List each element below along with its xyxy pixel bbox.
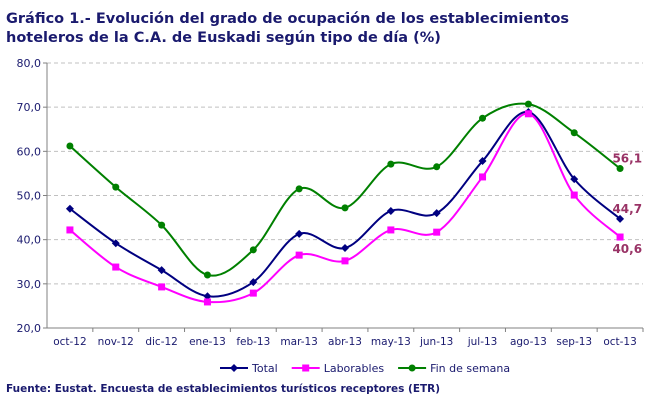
legend-marker <box>302 364 310 372</box>
data-point <box>524 100 532 108</box>
data-point <box>203 292 212 301</box>
data-point <box>158 283 166 291</box>
y-tick-label: 20,0 <box>17 322 42 335</box>
legend-marker <box>230 364 238 372</box>
data-point <box>387 160 395 168</box>
x-tick-label: jun-13 <box>419 336 453 348</box>
data-point <box>295 229 304 238</box>
data-point <box>570 191 578 199</box>
data-label: 44,7 <box>612 202 642 216</box>
data-point <box>158 221 166 229</box>
x-tick-label: may-13 <box>371 336 411 348</box>
x-tick-label: oct-13 <box>603 336 636 348</box>
data-point <box>249 246 257 254</box>
data-point <box>478 157 487 166</box>
legend-label: Total <box>251 362 278 375</box>
data-point <box>433 228 441 236</box>
y-tick-label: 50,0 <box>17 190 42 203</box>
data-point <box>616 165 624 173</box>
data-point <box>66 226 74 234</box>
data-point <box>203 298 211 306</box>
x-tick-label: oct-12 <box>53 336 86 348</box>
y-tick-label: 60,0 <box>17 145 42 158</box>
x-tick-label: dic-12 <box>145 336 178 348</box>
data-point <box>112 263 120 271</box>
chart-title: Gráfico 1.- Evolución del grado de ocupa… <box>6 11 570 46</box>
data-label: 56,1 <box>612 152 642 166</box>
data-point <box>616 214 625 223</box>
x-tick-label: ene-13 <box>189 336 226 348</box>
series-line-total <box>69 111 621 298</box>
data-point <box>66 142 74 150</box>
data-point <box>249 289 257 297</box>
legend-label: Fin de semana <box>430 362 510 375</box>
data-point <box>295 251 303 259</box>
data-point <box>341 204 349 212</box>
y-tick-label: 30,0 <box>17 278 42 291</box>
x-tick-label: abr-13 <box>328 336 362 348</box>
x-tick-label: mar-13 <box>280 336 317 348</box>
x-tick-label: ago-13 <box>510 336 547 348</box>
data-point <box>570 175 579 184</box>
data-point <box>295 185 303 193</box>
data-point <box>157 266 166 275</box>
y-tick-label: 40,0 <box>17 234 42 247</box>
data-label: 40,6 <box>612 242 642 256</box>
y-tick-label: 70,0 <box>17 101 42 114</box>
data-point <box>432 209 441 218</box>
data-point <box>341 244 349 253</box>
x-tick-label: jul-13 <box>467 336 498 348</box>
source-note: Fuente: Eustat. Encuesta de establecimie… <box>6 383 441 395</box>
data-point <box>570 129 578 137</box>
y-tick-label: 80,0 <box>17 57 42 70</box>
legend-marker <box>408 364 416 372</box>
data-point <box>387 226 395 234</box>
data-point <box>433 163 441 171</box>
data-point <box>249 278 258 287</box>
x-tick-label: feb-13 <box>236 336 270 348</box>
legend-label: Laborables <box>324 362 385 375</box>
x-tick-label: sep-13 <box>556 336 592 348</box>
data-point <box>524 110 532 118</box>
data-point <box>111 239 120 248</box>
data-point <box>386 206 395 215</box>
data-point <box>112 183 120 191</box>
data-point <box>616 233 624 241</box>
x-tick-label: nov-12 <box>98 336 134 348</box>
data-point <box>341 257 349 265</box>
data-point <box>65 204 74 213</box>
data-point <box>479 114 487 122</box>
data-point <box>203 271 211 279</box>
data-point <box>479 173 487 181</box>
